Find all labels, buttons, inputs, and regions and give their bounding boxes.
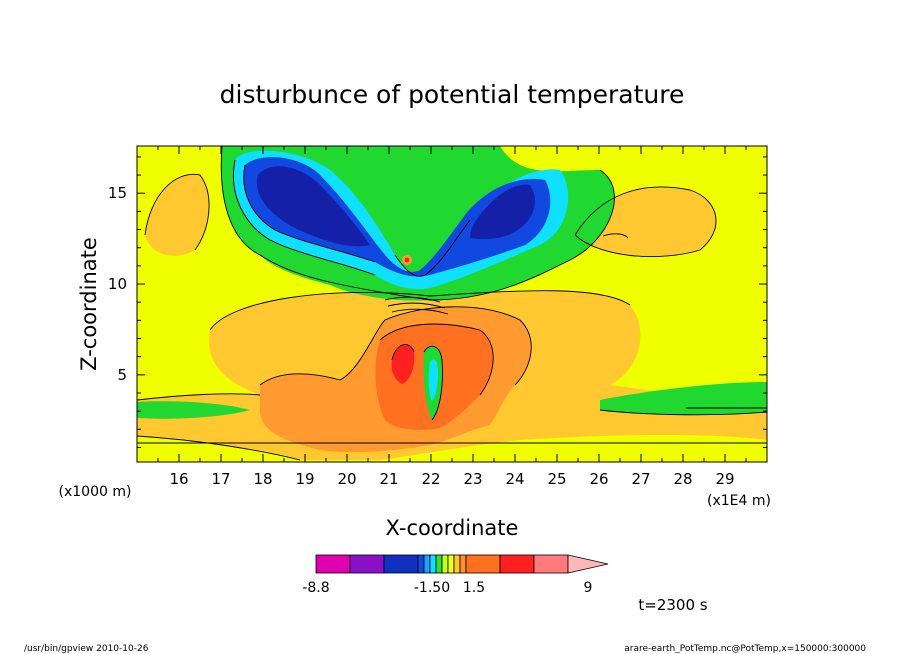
x-tick-label: 20 [337, 470, 356, 488]
colorbar-segment [429, 554, 437, 574]
x-tick-label: 28 [673, 470, 692, 488]
time-label: t=2300 s [638, 596, 707, 614]
y-axis: 5 10 15 [108, 156, 767, 448]
x-tick-label: 26 [589, 470, 608, 488]
y-tick-label: 10 [108, 275, 127, 293]
fill-blue-dark-right [470, 184, 535, 240]
x-tick-label: 16 [169, 470, 188, 488]
colorbar-segment [417, 554, 425, 574]
contour-fills [137, 146, 767, 462]
colorbar-arrow [567, 554, 609, 574]
x-tick-label: 24 [505, 470, 524, 488]
plot-area: 16 17 18 19 20 21 22 23 24 25 26 27 28 29 5 10 15 [108, 145, 768, 488]
fill-red-core [391, 344, 415, 384]
fill-green-right-streak [600, 382, 767, 415]
colorbar-segment [315, 554, 351, 574]
chart-title: disturbunce of potential temperature [220, 80, 685, 109]
y-tick-label: 15 [108, 184, 127, 202]
y-unit-label: (x1000 m) [59, 484, 132, 500]
x-tick-label: 25 [547, 470, 566, 488]
x-tick-label: 27 [631, 470, 650, 488]
colorbar-segment [459, 554, 467, 574]
y-axis-label: Z-coordinate [77, 237, 101, 371]
fill-blue-dark-left [256, 166, 370, 247]
x-tick-label: 18 [253, 470, 272, 488]
colorbar-segment [447, 554, 455, 574]
colorbar-label-min: -8.8 [302, 580, 329, 596]
fill-center-spot-core [404, 257, 410, 263]
colorbar-segment [441, 554, 449, 574]
x-axis-label: X-coordinate [386, 516, 519, 540]
colorbar-label-neg: -1.50 [414, 580, 450, 596]
fill-cyan-column [428, 359, 438, 401]
colorbar-segment [435, 554, 443, 574]
x-unit-label: (x1E4 m) [707, 493, 771, 509]
contour-lines [137, 146, 767, 461]
colorbar-segment [423, 554, 431, 574]
y-tick-label: 5 [117, 366, 127, 384]
colorbar-segment [465, 554, 501, 574]
x-tick-label: 19 [295, 470, 314, 488]
colorbar-segment [453, 554, 461, 574]
colorbar-segment [499, 554, 535, 574]
x-tick-label: 17 [211, 470, 230, 488]
colorbar-segment [533, 554, 569, 574]
colorbar-segment [349, 554, 385, 574]
x-tick-label: 23 [463, 470, 482, 488]
x-tick-label: 21 [379, 470, 398, 488]
colorbar-segment [383, 554, 419, 574]
footer-right: arare-earth_PotTemp.nc@PotTemp,x=150000:… [624, 644, 866, 654]
x-tick-label: 29 [715, 470, 734, 488]
footer-left: /usr/bin/gpview 2010-10-26 [24, 644, 149, 654]
fill-green-left-streak [137, 401, 250, 419]
fill-orange-light-left [145, 174, 210, 256]
colorbar [315, 554, 609, 574]
x-tick-label: 22 [421, 470, 440, 488]
colorbar-label-max: 9 [584, 580, 593, 596]
x-axis: 16 17 18 19 20 21 22 23 24 25 26 27 28 29 [157, 146, 747, 488]
colorbar-label-pos: 1.5 [463, 580, 485, 596]
